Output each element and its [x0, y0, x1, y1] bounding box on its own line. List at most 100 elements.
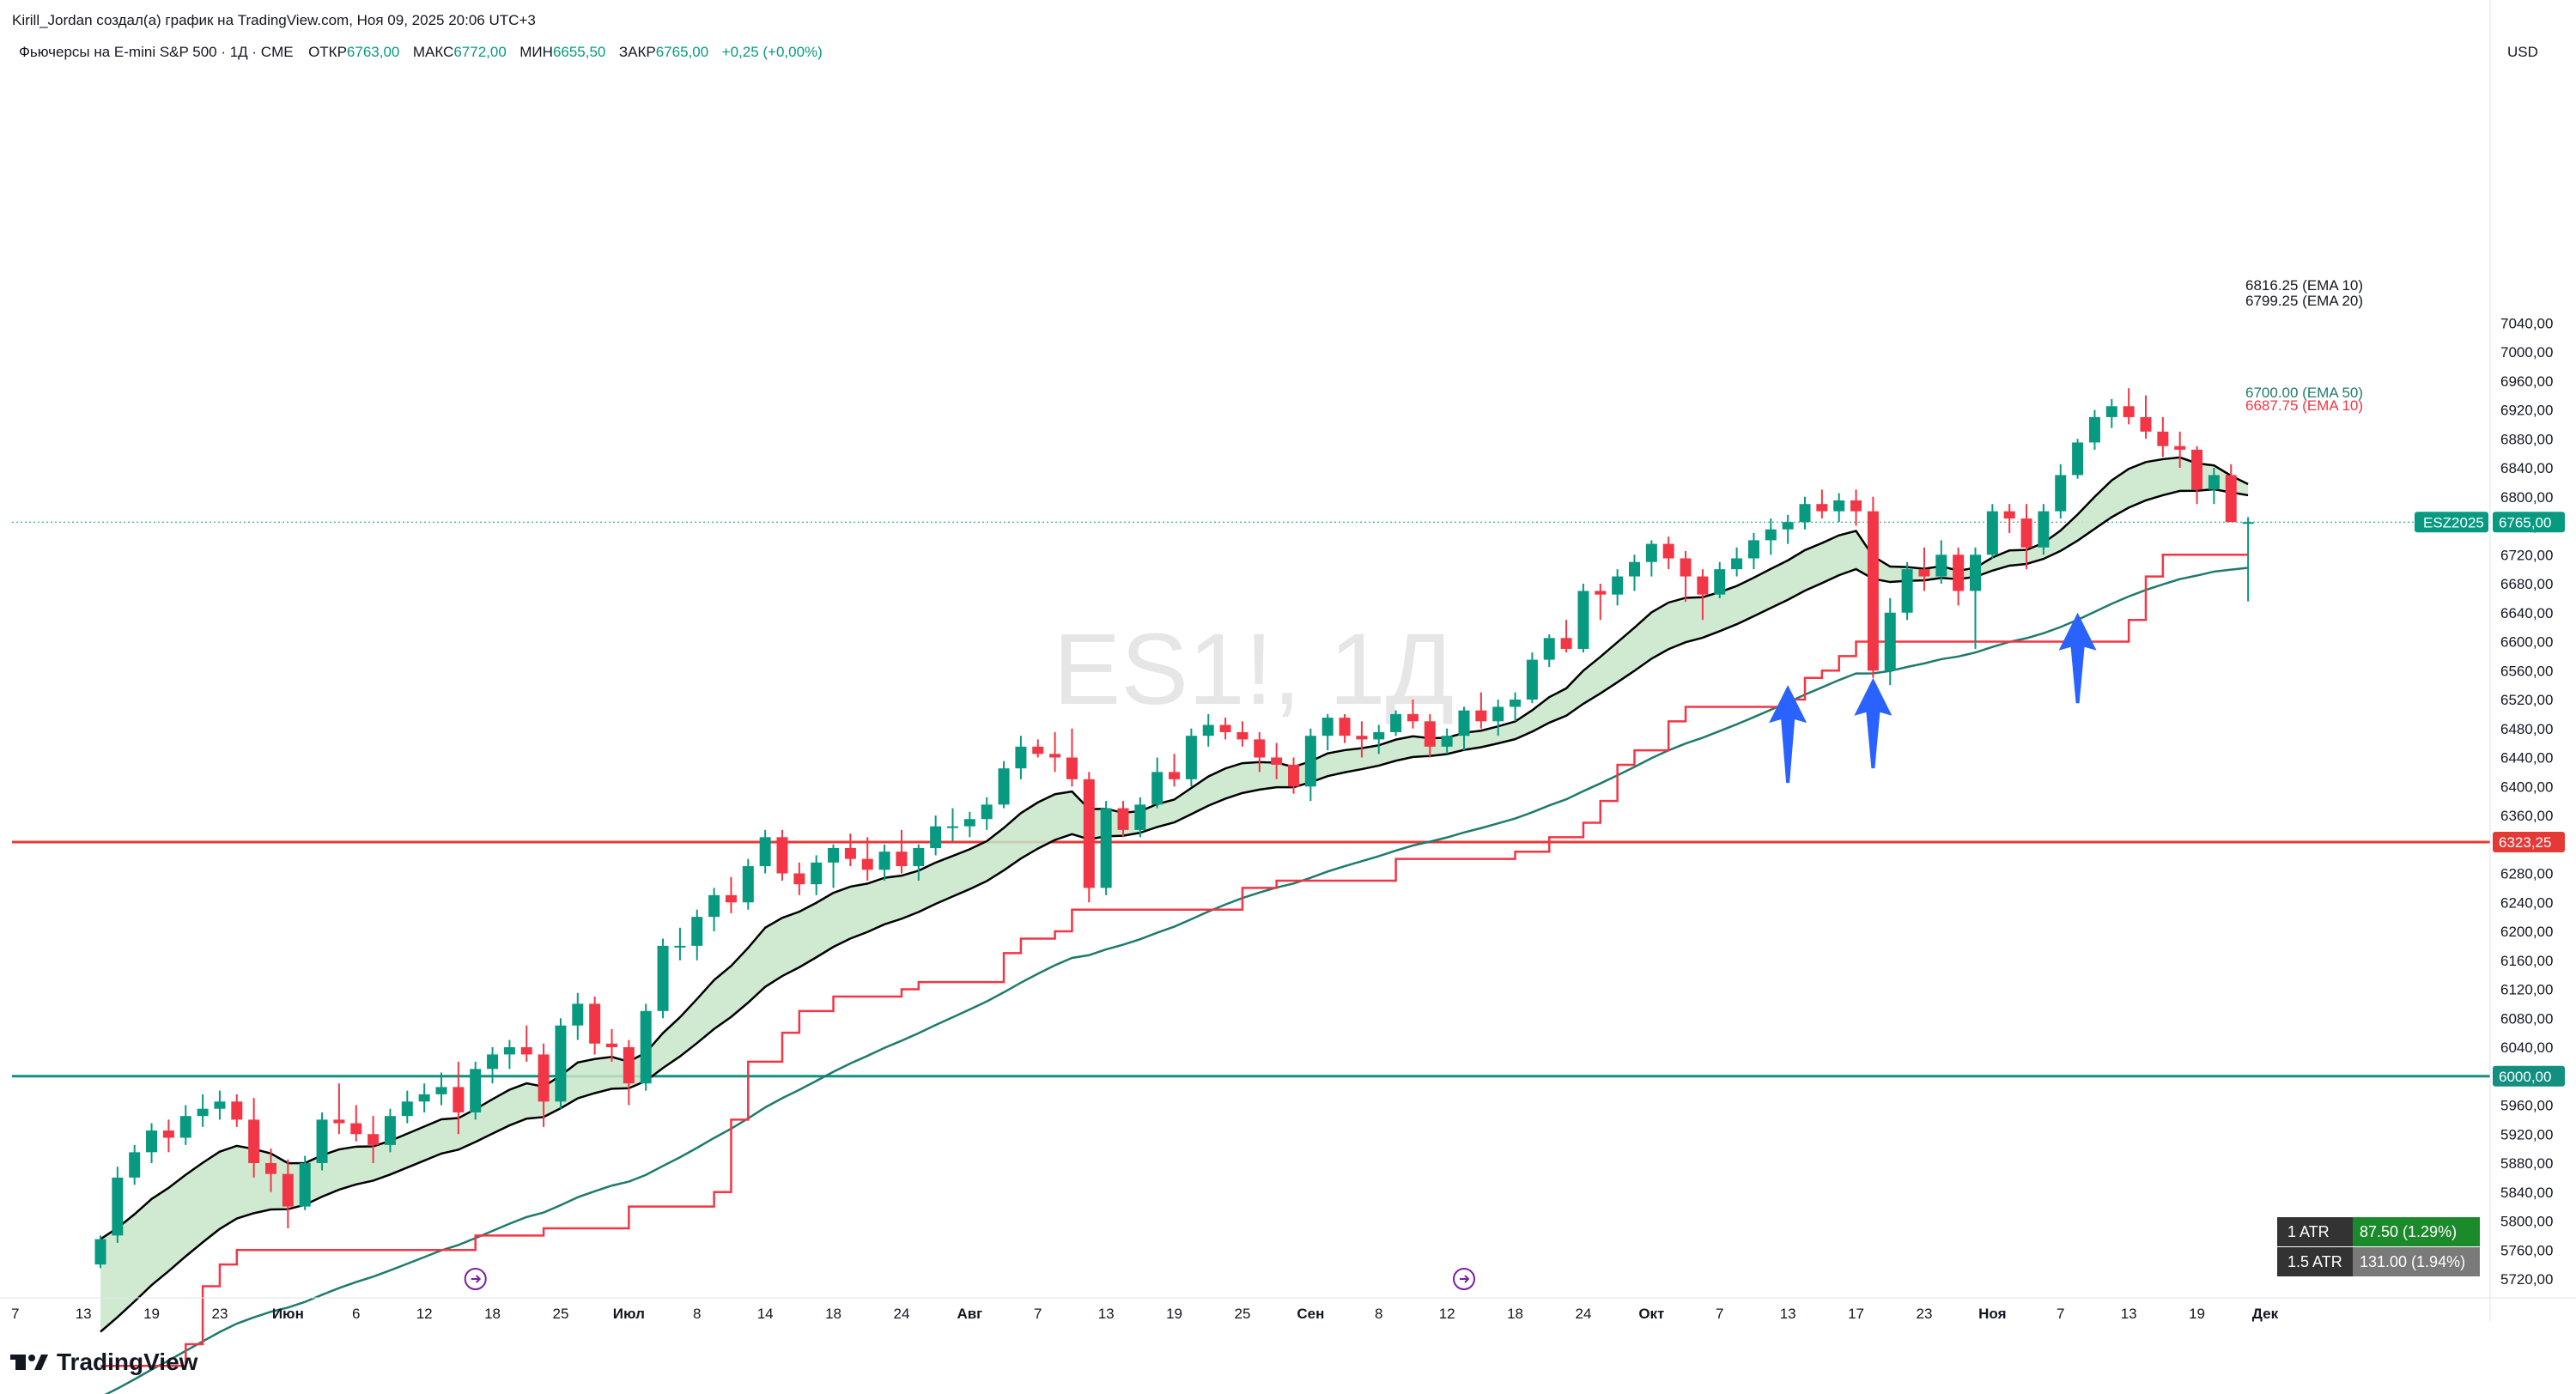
candle[interactable]	[1219, 718, 1231, 740]
candle[interactable]	[878, 844, 890, 881]
candle[interactable]	[333, 1083, 345, 1135]
candle[interactable]	[844, 833, 856, 867]
candle[interactable]	[2072, 439, 2084, 479]
candle[interactable]	[674, 927, 686, 961]
candle[interactable]	[2157, 416, 2169, 458]
candle[interactable]	[2140, 395, 2152, 439]
candle[interactable]	[1680, 551, 1692, 603]
candle[interactable]	[162, 1119, 174, 1153]
last-price-tag[interactable]: ESZ2025 6765,00	[2415, 512, 2565, 533]
up-arrow-annotation[interactable]	[1769, 685, 1807, 784]
candle[interactable]	[520, 1025, 532, 1062]
candle[interactable]	[657, 938, 669, 1019]
candle[interactable]	[759, 829, 771, 874]
candle[interactable]	[606, 1028, 617, 1062]
candle[interactable]	[1236, 721, 1249, 747]
candle[interactable]	[981, 797, 993, 830]
candle[interactable]	[1288, 757, 1299, 794]
candle[interactable]	[1339, 713, 1351, 743]
candle[interactable]	[861, 837, 873, 881]
candle[interactable]	[2038, 504, 2050, 555]
candle[interactable]	[1526, 652, 1538, 704]
candle[interactable]	[1356, 721, 1368, 758]
candle[interactable]	[1577, 584, 1589, 653]
candle[interactable]	[572, 992, 584, 1040]
candle[interactable]	[94, 1235, 106, 1269]
candle[interactable]	[1475, 692, 1487, 729]
candle[interactable]	[1867, 496, 1879, 678]
candle[interactable]	[1117, 801, 1129, 838]
candle[interactable]	[1169, 754, 1181, 787]
candle[interactable]	[1406, 700, 1419, 729]
candle[interactable]	[248, 1098, 260, 1178]
candle[interactable]	[1015, 736, 1027, 779]
candle[interactable]	[1424, 713, 1436, 758]
level-price-tag[interactable]: 6000,00	[2493, 1065, 2565, 1087]
candle[interactable]	[231, 1094, 243, 1127]
candle[interactable]	[1986, 504, 1998, 559]
candle[interactable]	[2055, 464, 2067, 519]
candle[interactable]	[1645, 540, 1657, 577]
candle[interactable]	[179, 1105, 191, 1145]
candle[interactable]	[1321, 713, 1334, 751]
candle[interactable]	[1629, 555, 1640, 591]
candle[interactable]	[2003, 504, 2015, 533]
candle[interactable]	[1765, 518, 1777, 555]
candle[interactable]	[1390, 710, 1402, 736]
candle[interactable]	[1884, 597, 1896, 686]
candle[interactable]	[2225, 464, 2237, 523]
candle[interactable]	[146, 1123, 158, 1163]
candle[interactable]	[2174, 431, 2186, 468]
candle[interactable]	[2191, 445, 2203, 505]
event-marker-icon[interactable]	[1453, 1268, 1475, 1290]
candle[interactable]	[1935, 540, 1947, 584]
candle[interactable]	[197, 1094, 209, 1127]
candle[interactable]	[1731, 547, 1743, 577]
candle[interactable]	[1492, 700, 1504, 736]
candle[interactable]	[1134, 797, 1146, 838]
candle[interactable]	[1271, 742, 1283, 779]
candle[interactable]	[811, 855, 823, 895]
candle[interactable]	[1782, 514, 1794, 544]
up-arrow-annotation[interactable]	[2058, 612, 2097, 704]
candle[interactable]	[1833, 493, 1845, 523]
candle[interactable]	[1714, 561, 1726, 598]
candle[interactable]	[555, 1018, 567, 1109]
candle[interactable]	[640, 1003, 652, 1091]
candle[interactable]	[1612, 569, 1624, 606]
candle[interactable]	[2020, 504, 2032, 570]
candle[interactable]	[1901, 561, 1913, 621]
candle[interactable]	[793, 862, 805, 895]
candle[interactable]	[282, 1159, 294, 1228]
tradingview-logo[interactable]: TradingView	[10, 1349, 198, 1375]
candle[interactable]	[299, 1155, 311, 1210]
candle[interactable]	[503, 1039, 515, 1070]
candle[interactable]	[998, 761, 1010, 809]
candle[interactable]	[1697, 569, 1709, 621]
candle[interactable]	[1543, 634, 1555, 668]
candle[interactable]	[1953, 547, 1965, 606]
candle[interactable]	[265, 1149, 276, 1192]
candle[interactable]	[1083, 772, 1095, 903]
candle[interactable]	[1510, 692, 1522, 722]
candle[interactable]	[1254, 731, 1266, 773]
candle[interactable]	[708, 888, 720, 931]
candle[interactable]	[1185, 728, 1197, 787]
candle[interactable]	[742, 858, 754, 910]
candle[interactable]	[2242, 517, 2254, 602]
candle[interactable]	[316, 1112, 328, 1171]
candle[interactable]	[930, 815, 942, 856]
candle[interactable]	[828, 844, 840, 888]
candle[interactable]	[623, 1039, 635, 1106]
candle[interactable]	[725, 876, 737, 913]
candle[interactable]	[1918, 547, 1930, 591]
candle[interactable]	[1816, 489, 1828, 519]
candle[interactable]	[129, 1144, 141, 1185]
candle[interactable]	[453, 1061, 465, 1135]
candle[interactable]	[1799, 496, 1811, 530]
candle[interactable]	[913, 844, 925, 881]
candle[interactable]	[1032, 739, 1044, 758]
candle[interactable]	[470, 1061, 482, 1120]
candle[interactable]	[2123, 388, 2135, 425]
